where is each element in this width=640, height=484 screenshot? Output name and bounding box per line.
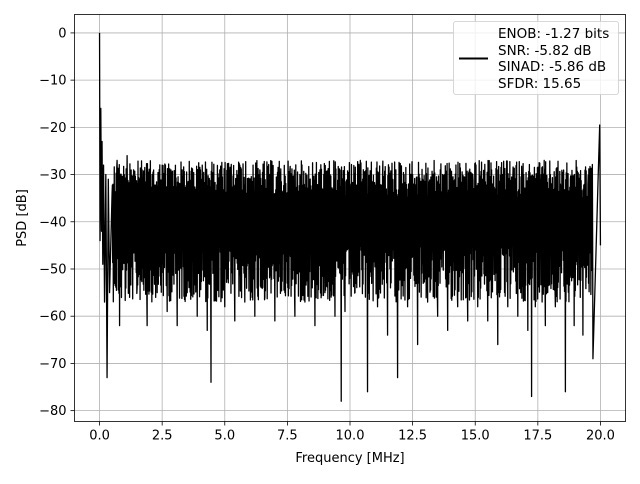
x-axis-ticks: 0.0 2.5 5.0 7.5 10.0 12.5 15.0 17.5 20.0	[89, 421, 615, 444]
legend-sfdr: SFDR: 15.65	[498, 76, 581, 92]
y-tick-label: −50	[39, 262, 66, 277]
y-tick-label: −80	[39, 404, 66, 419]
legend-snr: SNR: -5.82 dB	[498, 43, 592, 59]
x-tick-label: 12.5	[398, 429, 427, 444]
y-tick-label: −70	[39, 357, 66, 372]
x-tick-label: 0.0	[89, 429, 110, 444]
psd-series-line	[98, 32, 602, 402]
y-axis-label: PSD [dB]	[15, 189, 30, 247]
y-tick-label: 0	[58, 26, 66, 41]
x-tick-label: 7.5	[277, 429, 298, 444]
psd-trace	[98, 32, 602, 402]
x-tick-label: 5.0	[214, 429, 235, 444]
y-tick-label: −40	[39, 215, 66, 230]
y-tick-label: −10	[39, 74, 66, 89]
legend-enob: ENOB: -1.27 bits	[498, 26, 609, 42]
x-tick-label: 2.5	[152, 429, 173, 444]
x-tick-label: 20.0	[586, 429, 615, 444]
x-axis-label: Frequency [MHz]	[295, 451, 404, 466]
legend-sinad: SINAD: -5.86 dB	[498, 59, 606, 75]
y-tick-label: −60	[39, 310, 66, 325]
x-tick-label: 10.0	[336, 429, 365, 444]
y-tick-label: −30	[39, 168, 66, 183]
x-tick-label: 15.0	[461, 429, 490, 444]
x-tick-label: 17.5	[523, 429, 552, 444]
legend-box	[453, 21, 619, 95]
y-axis-ticks: 0 −10 −20 −30 −40 −50 −60 −70 −80	[39, 26, 75, 419]
legend: ENOB: -1.27 bits SNR: -5.82 dB SINAD: -5…	[453, 21, 619, 95]
y-tick-label: −20	[39, 121, 66, 136]
